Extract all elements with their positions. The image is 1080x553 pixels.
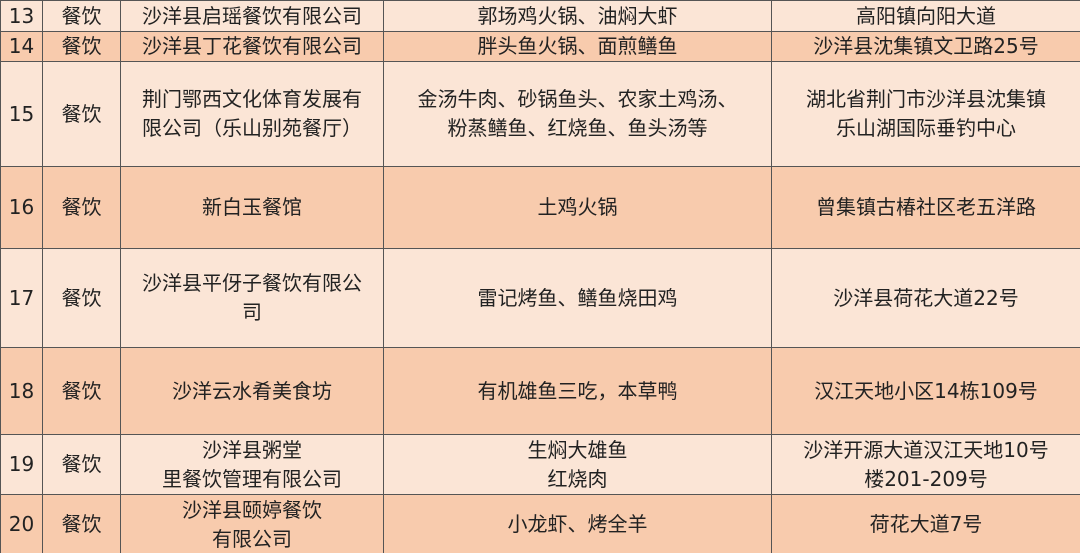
row-number: 20 bbox=[0, 494, 43, 553]
address: 沙洋县沈集镇文卫路25号 bbox=[771, 31, 1080, 62]
dishes: 金汤牛肉、砂锅鱼头、农家土鸡汤、 粉蒸鳝鱼、红烧鱼、鱼头汤等 bbox=[383, 61, 772, 167]
address: 曾集镇古椿社区老五洋路 bbox=[771, 166, 1080, 249]
cell-line: 新白玉餐馆 bbox=[202, 195, 302, 219]
category: 餐饮 bbox=[42, 248, 121, 348]
cell-line: 有机雄鱼三吃，本草鸭 bbox=[477, 378, 678, 403]
cell-line: 有限公司 bbox=[212, 526, 292, 551]
company-name: 沙洋县启瑶餐饮有限公司 bbox=[120, 0, 384, 32]
dishes: 有机雄鱼三吃，本草鸭 bbox=[383, 347, 772, 435]
cell-line: 荷花大道7号 bbox=[869, 512, 983, 536]
category: 餐饮 bbox=[42, 347, 121, 435]
address: 汉江天地小区14栋109号 bbox=[771, 347, 1080, 435]
category: 餐饮 bbox=[42, 0, 121, 32]
cell-line: 红烧肉 bbox=[547, 466, 608, 491]
cell-line: 沙洋县沈集镇文卫路25号 bbox=[813, 34, 1039, 58]
dishes: 胖头鱼火锅、面煎鳝鱼 bbox=[383, 31, 772, 62]
category: 餐饮 bbox=[42, 166, 121, 249]
category: 餐饮 bbox=[42, 434, 121, 495]
cell-line: 湖北省荆门市沙洋县沈集镇 bbox=[806, 87, 1046, 111]
address: 沙洋县荷花大道22号 bbox=[771, 248, 1080, 348]
cell-line: 汉江天地小区14栋109号 bbox=[814, 378, 1038, 403]
company-name: 沙洋云水肴美食坊 bbox=[120, 347, 384, 435]
category: 餐饮 bbox=[42, 31, 121, 62]
company-name: 荆门鄂西文化体育发展有 限公司（乐山别苑餐厅） bbox=[120, 61, 384, 167]
dishes: 土鸡火锅 bbox=[383, 166, 772, 249]
row-number: 17 bbox=[0, 248, 43, 348]
category: 餐饮 bbox=[42, 494, 121, 553]
table-row: 17 餐饮 沙洋县平伢子餐饮有限公司 雷记烤鱼、鳝鱼烧田鸡 沙洋县荷花大道22号 bbox=[0, 248, 1080, 348]
table-row: 19 餐饮 沙洋县粥堂 里餐饮管理有限公司 生焖大雄鱼 红烧肉 沙洋开源大道汉江天地10号楼… bbox=[0, 434, 1080, 495]
table-row: 20 餐饮 沙洋县颐婷餐饮 有限公司 小龙虾、烤全羊 荷花大道7号 bbox=[0, 494, 1080, 553]
row-number: 15 bbox=[0, 61, 43, 167]
table-row: 18 餐饮 沙洋云水肴美食坊 有机雄鱼三吃，本草鸭 汉江天地小区14栋109号 bbox=[0, 347, 1080, 435]
row-number: 13 bbox=[0, 0, 43, 32]
cell-line: 胖头鱼火锅、面煎鳝鱼 bbox=[477, 34, 678, 58]
category: 餐饮 bbox=[42, 61, 121, 167]
cell-line: 沙洋县启瑶餐饮有限公司 bbox=[142, 3, 362, 28]
cell-line: 小龙虾、烤全羊 bbox=[507, 512, 648, 536]
cell-line: 司 bbox=[242, 300, 262, 324]
cell-line: 乐山湖国际垂钓中心 bbox=[836, 116, 1016, 140]
row-number: 19 bbox=[0, 434, 43, 495]
row-number: 16 bbox=[0, 166, 43, 249]
cell-line: 曾集镇古椿社区老五洋路 bbox=[816, 195, 1036, 219]
address: 湖北省荆门市沙洋县沈集镇 乐山湖国际垂钓中心 bbox=[771, 61, 1080, 167]
row-number: 18 bbox=[0, 347, 43, 435]
company-name: 沙洋县颐婷餐饮 有限公司 bbox=[120, 494, 384, 553]
cell-line: 郭场鸡火锅、油焖大虾 bbox=[477, 3, 678, 28]
table-row: 15 餐饮 荆门鄂西文化体育发展有 限公司（乐山别苑餐厅） 金汤牛肉、砂锅鱼头、农家土鸡… bbox=[0, 61, 1080, 167]
address: 沙洋开源大道汉江天地10号 楼201-209号 bbox=[771, 434, 1080, 495]
cell-line: 粉蒸鳝鱼、红烧鱼、鱼头汤等 bbox=[447, 116, 708, 140]
dishes: 雷记烤鱼、鳝鱼烧田鸡 bbox=[383, 248, 772, 348]
cell-line: 里餐饮管理有限公司 bbox=[162, 466, 342, 491]
address: 高阳镇向阳大道 bbox=[771, 0, 1080, 32]
table-row: 16 餐饮 新白玉餐馆 土鸡火锅 曾集镇古椿社区老五洋路 bbox=[0, 166, 1080, 249]
cell-line: 沙洋县荷花大道22号 bbox=[833, 285, 1019, 310]
company-name: 新白玉餐馆 bbox=[120, 166, 384, 249]
row-number: 14 bbox=[0, 31, 43, 62]
cell-line: 金汤牛肉、砂锅鱼头、农家土鸡汤、 bbox=[417, 87, 738, 111]
cell-line: 沙洋县丁花餐饮有限公司 bbox=[142, 34, 362, 58]
cell-line: 高阳镇向阳大道 bbox=[856, 3, 996, 28]
cell-line: 雷记烤鱼、鳝鱼烧田鸡 bbox=[477, 285, 678, 310]
cell-line: 沙洋云水肴美食坊 bbox=[172, 378, 332, 403]
cell-line: 土鸡火锅 bbox=[537, 195, 618, 219]
company-name: 沙洋县丁花餐饮有限公司 bbox=[120, 31, 384, 62]
table-row: 14 餐饮 沙洋县丁花餐饮有限公司 胖头鱼火锅、面煎鳝鱼 沙洋县沈集镇文卫路25号 bbox=[0, 31, 1080, 62]
address: 荷花大道7号 bbox=[771, 494, 1080, 553]
cell-line: 楼201-209号 bbox=[864, 466, 988, 491]
cell-line: 沙洋县平伢子餐饮有限公 bbox=[142, 271, 362, 295]
cell-line: 生焖大雄鱼 bbox=[527, 437, 628, 462]
cell-line: 沙洋县粥堂 bbox=[202, 437, 302, 462]
cell-line: 限公司（乐山别苑餐厅） bbox=[142, 116, 362, 140]
cell-line: 沙洋开源大道汉江天地10号 bbox=[803, 437, 1049, 462]
dishes: 小龙虾、烤全羊 bbox=[383, 494, 772, 553]
company-name: 沙洋县平伢子餐饮有限公司 bbox=[120, 248, 384, 348]
company-name: 沙洋县粥堂里餐饮管理有限公司 bbox=[120, 434, 384, 495]
dishes: 生焖大雄鱼 红烧肉 bbox=[383, 434, 772, 495]
table-row: 13 餐饮 沙洋县启瑶餐饮有限公司 郭场鸡火锅、油焖大虾 高阳镇向阳大道 bbox=[0, 0, 1080, 32]
dishes: 郭场鸡火锅、油焖大虾 bbox=[383, 0, 772, 32]
cell-line: 沙洋县颐婷餐饮 bbox=[182, 497, 322, 522]
cell-line: 荆门鄂西文化体育发展有 bbox=[142, 87, 362, 111]
